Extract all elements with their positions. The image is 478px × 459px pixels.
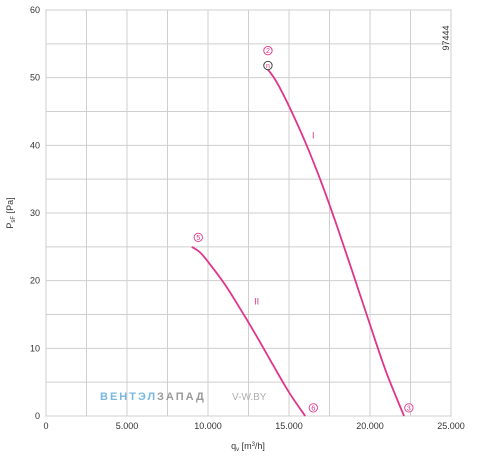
y-tick-label: 20 bbox=[30, 276, 40, 286]
x-tick-label: 0 bbox=[43, 421, 48, 431]
y-tick-label: 30 bbox=[30, 208, 40, 218]
watermark-part1: ВЕНТЭЛ bbox=[100, 391, 157, 403]
x-tick-label: 10.000 bbox=[194, 421, 222, 431]
curve-label: I bbox=[312, 131, 315, 141]
series-line-II bbox=[191, 246, 306, 417]
point-marker-circle bbox=[193, 232, 203, 243]
y-tick-label: 60 bbox=[30, 5, 40, 15]
x-axis-label: qv [m3/h] bbox=[231, 441, 265, 453]
x-axis-ticks: 0 5.000 10.000 15.000 20.000 25.000 bbox=[43, 421, 464, 431]
series-line-I bbox=[265, 66, 405, 417]
y-axis-label: PsF [Pa] bbox=[5, 197, 17, 228]
x-axis-label-sub: v bbox=[236, 447, 239, 453]
point-marker-circle bbox=[263, 45, 273, 56]
point-marker-circle bbox=[308, 403, 318, 413]
x-tick-label: 25.000 bbox=[437, 421, 465, 431]
watermark-part3: V-W.BY bbox=[232, 392, 267, 403]
x-axis-label-unit: [m bbox=[239, 441, 252, 451]
watermark: ВЕНТЭЛ ЗАПАД V-W.BY bbox=[100, 391, 267, 403]
y-tick-label: 10 bbox=[30, 343, 40, 353]
x-axis-label-main: q bbox=[231, 441, 236, 451]
y-tick-label: 0 bbox=[35, 411, 40, 421]
y-axis-label-sub: sF bbox=[11, 216, 17, 223]
point-marker-label: 5 bbox=[196, 235, 200, 242]
curve-label: II bbox=[254, 296, 259, 306]
grid bbox=[45, 9, 452, 417]
diagram-id: 97444 bbox=[441, 25, 451, 50]
point-marker-label: 3 bbox=[407, 405, 411, 412]
x-tick-label: 20.000 bbox=[356, 421, 384, 431]
series-lines bbox=[191, 66, 405, 417]
y-axis-label-main: P bbox=[5, 223, 15, 229]
y-tick-label: 50 bbox=[30, 73, 40, 83]
point-marker-label: 2 bbox=[266, 48, 270, 55]
y-axis-ticks: 0 10 20 30 40 50 60 bbox=[30, 5, 40, 421]
point-marker-label: n bbox=[266, 63, 270, 70]
x-axis-label-unit-post: /h] bbox=[255, 441, 265, 451]
watermark-part2: ЗАПАД bbox=[157, 391, 206, 403]
x-tick-label: 15.000 bbox=[275, 421, 303, 431]
point-marker-label: 6 bbox=[311, 405, 315, 412]
y-tick-label: 40 bbox=[30, 140, 40, 150]
point-marker-circle bbox=[404, 403, 414, 413]
y-axis-label-unit: [Pa] bbox=[5, 197, 15, 216]
point-markers: 2 n 3 5 6 bbox=[193, 45, 414, 413]
x-tick-label: 5.000 bbox=[116, 421, 139, 431]
x-axis-label-unit-sup: 3 bbox=[252, 442, 256, 448]
point-marker-circle bbox=[263, 60, 273, 71]
curve-labels: III bbox=[254, 131, 314, 307]
